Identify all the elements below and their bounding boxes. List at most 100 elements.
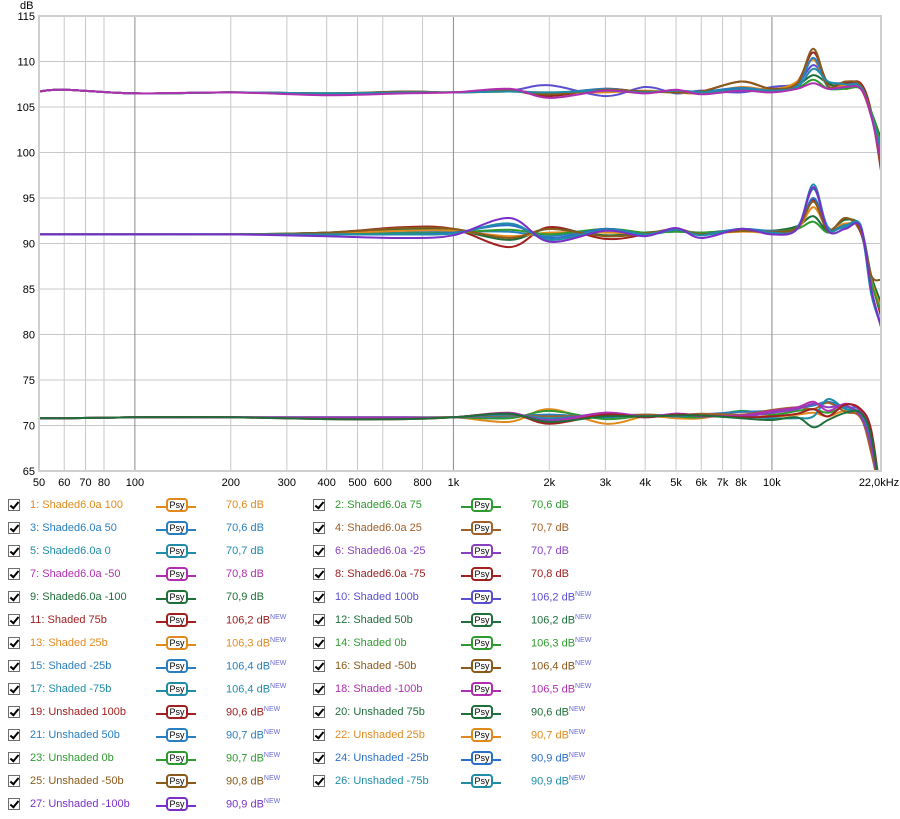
- legend-label[interactable]: 5: Shaded6.0a 0: [30, 545, 111, 557]
- psy-smoothing-button[interactable]: Psy: [471, 498, 493, 512]
- new-badge: NEW: [263, 798, 281, 805]
- psy-smoothing-button[interactable]: Psy: [166, 705, 188, 719]
- visibility-checkbox[interactable]: [8, 729, 20, 741]
- legend-item: 23: Unshaded 0b Psy 90,7 dBNEW: [8, 749, 313, 769]
- visibility-checkbox[interactable]: [8, 660, 20, 672]
- new-badge: NEW: [270, 614, 287, 621]
- psy-smoothing-button[interactable]: Psy: [166, 498, 188, 512]
- legend-label[interactable]: 14: Shaded 0b: [335, 637, 407, 649]
- visibility-checkbox[interactable]: [8, 752, 20, 764]
- visibility-checkbox[interactable]: [8, 568, 20, 580]
- psy-smoothing-button[interactable]: Psy: [471, 636, 493, 650]
- visibility-checkbox[interactable]: [313, 522, 325, 534]
- x-tick-label: 300: [278, 477, 296, 489]
- psy-smoothing-button[interactable]: Psy: [471, 728, 493, 742]
- legend-label[interactable]: 27: Unshaded -100b: [30, 798, 130, 810]
- visibility-checkbox[interactable]: [313, 637, 325, 649]
- psy-smoothing-button[interactable]: Psy: [471, 751, 493, 765]
- level-value: 106,2 dBNEW: [226, 614, 287, 627]
- visibility-checkbox[interactable]: [313, 752, 325, 764]
- y-tick-label: 90: [23, 239, 35, 251]
- new-badge: NEW: [575, 591, 592, 598]
- visibility-checkbox[interactable]: [313, 775, 325, 787]
- visibility-checkbox[interactable]: [313, 568, 325, 580]
- visibility-checkbox[interactable]: [313, 729, 325, 741]
- psy-smoothing-button[interactable]: Psy: [471, 567, 493, 581]
- legend-label[interactable]: 8: Shaded6.0a -75: [335, 568, 426, 580]
- legend-label[interactable]: 15: Shaded -25b: [30, 660, 112, 672]
- legend-label[interactable]: 7: Shaded6.0a -50: [30, 568, 121, 580]
- visibility-checkbox[interactable]: [8, 591, 20, 603]
- series-line: [39, 82, 881, 162]
- visibility-checkbox[interactable]: [8, 683, 20, 695]
- visibility-checkbox[interactable]: [8, 798, 20, 810]
- visibility-checkbox[interactable]: [313, 499, 325, 511]
- psy-smoothing-button[interactable]: Psy: [471, 659, 493, 673]
- psy-smoothing-button[interactable]: Psy: [166, 751, 188, 765]
- legend-label[interactable]: 16: Shaded -50b: [335, 660, 417, 672]
- legend-label[interactable]: 6: Shaded6.0a -25: [335, 545, 426, 557]
- visibility-checkbox[interactable]: [8, 637, 20, 649]
- psy-smoothing-button[interactable]: Psy: [471, 682, 493, 696]
- psy-smoothing-button[interactable]: Psy: [471, 521, 493, 535]
- psy-smoothing-button[interactable]: Psy: [166, 521, 188, 535]
- new-badge: NEW: [568, 706, 586, 713]
- x-axis: 50 60 70 80 100 200 300 400 500 600 800 1k 2k 3k 4k 5k 6…: [33, 477, 899, 489]
- legend-label[interactable]: 3: Shaded6.0a 50: [30, 522, 117, 534]
- visibility-checkbox[interactable]: [8, 545, 20, 557]
- psy-smoothing-button[interactable]: Psy: [166, 590, 188, 604]
- level-value: 90,7 dBNEW: [531, 729, 586, 742]
- legend-item: 22: Unshaded 25b Psy 90,7 dBNEW: [313, 726, 618, 746]
- visibility-checkbox[interactable]: [313, 660, 325, 672]
- legend-label[interactable]: 4: Shaded6.0a 25: [335, 522, 422, 534]
- legend-label[interactable]: 13: Shaded 25b: [30, 637, 108, 649]
- psy-smoothing-button[interactable]: Psy: [166, 613, 188, 627]
- legend-label[interactable]: 10: Shaded 100b: [335, 591, 419, 603]
- visibility-checkbox[interactable]: [313, 591, 325, 603]
- legend-label[interactable]: 9: Shaded6.0a -100: [30, 591, 127, 603]
- legend-label[interactable]: 19: Unshaded 100b: [30, 706, 127, 718]
- legend-label[interactable]: 21: Unshaded 50b: [30, 729, 120, 741]
- legend-label[interactable]: 17: Shaded -75b: [30, 683, 112, 695]
- x-tick-label: 1k: [448, 477, 460, 489]
- psy-smoothing-button[interactable]: Psy: [471, 544, 493, 558]
- plot-border: [38, 15, 882, 472]
- psy-smoothing-button[interactable]: Psy: [166, 682, 188, 696]
- visibility-checkbox[interactable]: [8, 706, 20, 718]
- legend-label[interactable]: 12: Shaded 50b: [335, 614, 413, 626]
- psy-smoothing-button[interactable]: Psy: [166, 728, 188, 742]
- psy-smoothing-button[interactable]: Psy: [471, 590, 493, 604]
- psy-smoothing-button[interactable]: Psy: [166, 774, 188, 788]
- visibility-checkbox[interactable]: [313, 706, 325, 718]
- legend-label[interactable]: 22: Unshaded 25b: [335, 729, 425, 741]
- legend-item: 3: Shaded6.0a 50 Psy 70,6 dB: [8, 519, 313, 539]
- legend-label[interactable]: 23: Unshaded 0b: [30, 752, 114, 764]
- series-line: [39, 409, 879, 471]
- visibility-checkbox[interactable]: [8, 775, 20, 787]
- legend-label[interactable]: 25: Unshaded -50b: [30, 775, 124, 787]
- legend-label[interactable]: 11: Shaded 75b: [30, 614, 107, 626]
- psy-smoothing-button[interactable]: Psy: [166, 567, 188, 581]
- visibility-checkbox[interactable]: [313, 683, 325, 695]
- legend-label[interactable]: 20: Unshaded 75b: [335, 706, 425, 718]
- visibility-checkbox[interactable]: [313, 545, 325, 557]
- visibility-checkbox[interactable]: [313, 614, 325, 626]
- legend-label[interactable]: 1: Shaded6.0a 100: [30, 499, 123, 511]
- psy-smoothing-button[interactable]: Psy: [166, 636, 188, 650]
- psy-smoothing-button[interactable]: Psy: [471, 613, 493, 627]
- y-tick-label: 105: [17, 102, 35, 114]
- visibility-checkbox[interactable]: [8, 522, 20, 534]
- legend-label[interactable]: 26: Unshaded -75b: [335, 775, 429, 787]
- psy-smoothing-button[interactable]: Psy: [166, 659, 188, 673]
- visibility-checkbox[interactable]: [8, 499, 20, 511]
- visibility-checkbox[interactable]: [8, 614, 20, 626]
- psy-smoothing-button[interactable]: Psy: [471, 774, 493, 788]
- legend-label[interactable]: 24: Unshaded -25b: [335, 752, 429, 764]
- level-value: 70,7 dB: [531, 545, 569, 557]
- legend-label[interactable]: 2: Shaded6.0a 75: [335, 499, 422, 511]
- legend-item: 7: Shaded6.0a -50 Psy 70,8 dB: [8, 565, 313, 585]
- legend-label[interactable]: 18: Shaded -100b: [335, 683, 423, 695]
- psy-smoothing-button[interactable]: Psy: [166, 544, 188, 558]
- psy-smoothing-button[interactable]: Psy: [471, 705, 493, 719]
- psy-smoothing-button[interactable]: Psy: [166, 797, 188, 811]
